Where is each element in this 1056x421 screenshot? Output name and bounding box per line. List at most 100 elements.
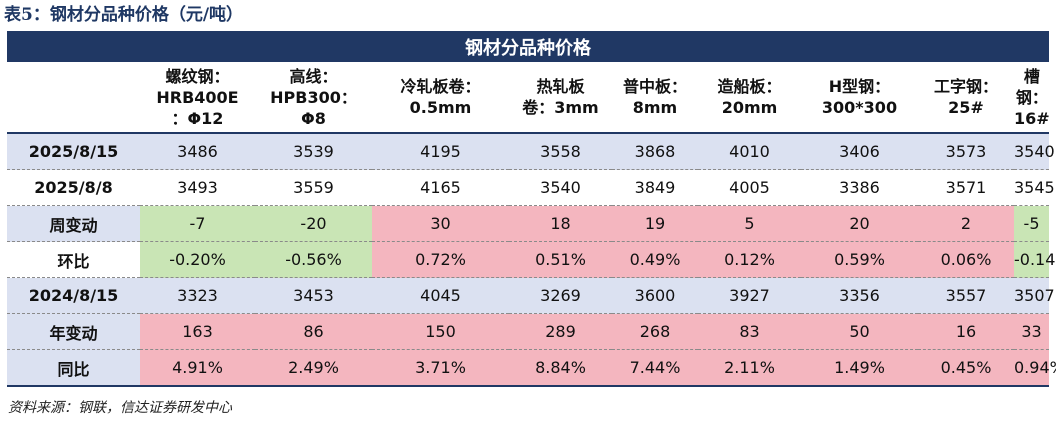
table-cell: 3356: [801, 277, 918, 314]
table-cell: 3868: [612, 133, 698, 170]
table-cell: 2.11%: [698, 349, 801, 387]
column-header: 高线： HPB300： Φ8: [255, 62, 372, 134]
table-cell: 3557: [918, 277, 1014, 314]
table-cell: 3540: [509, 169, 612, 206]
column-header-label: 热轧板 卷：3mm: [522, 77, 599, 117]
table-cell: 30: [372, 205, 509, 242]
table-caption: 表5：钢材分品种价格（元/吨）: [4, 5, 244, 25]
table-cell: 2.49%: [255, 349, 372, 387]
column-header: 热轧板 卷：3mm: [509, 62, 612, 134]
table-row: 周变动 -7 -20 30 18 19 5 20 2 -5: [7, 205, 1050, 242]
table-cell: 4.91%: [140, 349, 255, 387]
column-header: 螺纹钢： HRB400E ：Φ12: [140, 62, 255, 134]
table-cell: 3600: [612, 277, 698, 314]
column-header-label: 高线： HPB300： Φ8: [270, 66, 357, 128]
row-label: 周变动: [7, 205, 140, 242]
table-cell: 5: [698, 205, 801, 242]
table-cell: -0.20%: [140, 241, 255, 278]
table-cell: 0.06%: [918, 241, 1014, 278]
table-cell: 4195: [372, 133, 509, 170]
table-row: 2024/8/15 3323 3453 4045 3269 3600 3927 3356 355…: [7, 277, 1055, 314]
table-cell: 7.44%: [612, 349, 698, 387]
column-header-label: 槽钢： 16#: [1014, 66, 1050, 128]
table-cell: 50: [801, 313, 918, 350]
table-row: 2025/8/8 3493 3559 4165 3540 3849 4005 3386 3571…: [7, 169, 1055, 206]
table-cell: 3486: [140, 133, 255, 170]
table-cell: 4045: [372, 277, 509, 314]
column-header: 普中板： 8mm: [612, 62, 698, 134]
table-cell: 1.49%: [801, 349, 918, 387]
column-header: 槽钢： 16#: [1014, 62, 1050, 134]
table-cell: 0.72%: [372, 241, 509, 278]
table-cell: 3493: [140, 169, 255, 206]
table-cell: 3386: [801, 169, 918, 206]
table-cell: 8.84%: [509, 349, 612, 387]
table-cell: 18: [509, 205, 612, 242]
table-cell: 3453: [255, 277, 372, 314]
row-label: 2024/8/15: [7, 277, 140, 314]
table-cell: 3269: [509, 277, 612, 314]
column-header: H型钢： 300*300: [801, 62, 918, 134]
table-row: 环比 -0.20% -0.56% 0.72% 0.51% 0.49% 0.12% 0.59% 0…: [7, 241, 1056, 278]
table-cell: 16: [918, 313, 1014, 350]
table-cell: 3927: [698, 277, 801, 314]
table-cell: 3558: [509, 133, 612, 170]
table-cell: 3507: [1014, 277, 1055, 314]
table-cell: 0.12%: [698, 241, 801, 278]
table-cell: -0.14%: [1014, 241, 1056, 278]
table-cell: 3539: [255, 133, 372, 170]
row-label: 环比: [7, 241, 140, 278]
column-header-label: 螺纹钢： HRB400E ：Φ12: [156, 66, 239, 128]
table-cell: 289: [509, 313, 612, 350]
column-header-label: 冷轧板卷： 0.5mm: [400, 77, 481, 117]
table-cell: -7: [140, 205, 255, 242]
row-label: 同比: [7, 349, 140, 387]
column-header-row: 螺纹钢： HRB400E ：Φ12 高线： HPB300： Φ8 冷轧板卷： 0.5…: [7, 62, 1050, 134]
table-cell: -20: [255, 205, 372, 242]
table-row: 2025/8/15 3486 3539 4195 3558 3868 4010 3406 357…: [7, 133, 1055, 170]
table-cell: 33: [1014, 313, 1050, 350]
column-header: 冷轧板卷： 0.5mm: [372, 62, 509, 134]
column-header-label: H型钢： 300*300: [821, 77, 898, 117]
steel-price-table: 钢材分品种价格 螺纹钢： HRB400E ：Φ12 高线： HPB300： Φ8 冷…: [7, 31, 1056, 387]
table-cell: 3559: [255, 169, 372, 206]
table-row: 年变动 163 86 150 289 268 83 50 16 33: [7, 313, 1050, 350]
column-header: 造船板： 20mm: [698, 62, 801, 134]
table-cell: 20: [801, 205, 918, 242]
table-cell: -5: [1014, 205, 1050, 242]
table-cell: 163: [140, 313, 255, 350]
table-cell: 4165: [372, 169, 509, 206]
column-header-label: 造船板： 20mm: [717, 77, 782, 117]
row-label: 2025/8/15: [7, 133, 140, 170]
table-cell: 4005: [698, 169, 801, 206]
table-cell: 0.94%: [1014, 349, 1056, 387]
table-cell: 3573: [918, 133, 1014, 170]
column-header-label: 工字钢： 25#: [933, 77, 998, 117]
column-header: 工字钢： 25#: [918, 62, 1014, 134]
table-cell: 3540: [1014, 133, 1055, 170]
row-label: 2025/8/8: [7, 169, 140, 206]
source-note: 资料来源：钢联，信达证券研发中心: [8, 400, 232, 416]
table-cell: 3323: [140, 277, 255, 314]
table-cell: 86: [255, 313, 372, 350]
table-cell: 19: [612, 205, 698, 242]
table-cell: 83: [698, 313, 801, 350]
table-cell: 0.49%: [612, 241, 698, 278]
table-cell: 3849: [612, 169, 698, 206]
row-label: 年变动: [7, 313, 140, 350]
table-cell: 0.45%: [918, 349, 1014, 387]
table-cell: 150: [372, 313, 509, 350]
table-row: 同比 4.91% 2.49% 3.71% 8.84% 7.44% 2.11% 1.49% 0.4…: [7, 349, 1056, 387]
table-cell: 0.59%: [801, 241, 918, 278]
table-title: 钢材分品种价格: [7, 31, 1050, 62]
table-cell: 268: [612, 313, 698, 350]
table-body: 2025/8/15 3486 3539 4195 3558 3868 4010 3406 357…: [7, 133, 1056, 387]
table-cell: 2: [918, 205, 1014, 242]
table-cell: 0.51%: [509, 241, 612, 278]
table-cell: 4010: [698, 133, 801, 170]
table-cell: 3571: [918, 169, 1014, 206]
table-cell: -0.56%: [255, 241, 372, 278]
table-cell: 3406: [801, 133, 918, 170]
header-corner: [7, 62, 140, 134]
table-cell: 3.71%: [372, 349, 509, 387]
